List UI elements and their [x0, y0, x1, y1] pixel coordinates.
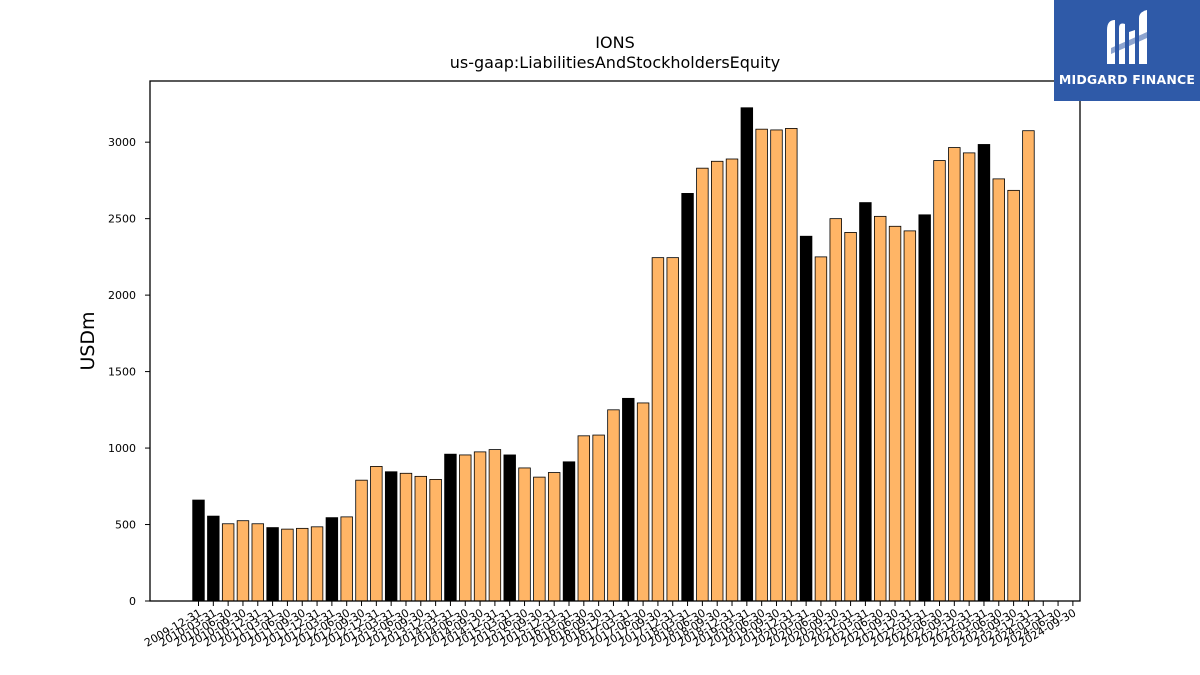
bar-2017-06-30 [636, 402, 650, 602]
bar-2019-09-30 [770, 129, 783, 602]
bar-2016-12-31 [607, 409, 620, 602]
bar-2014-09-30 [473, 451, 487, 602]
bar-2014-06-30 [459, 454, 472, 602]
plot-frame [149, 80, 1081, 602]
bar-2022-09-30 [948, 147, 961, 602]
bar-2017-03-31 [622, 397, 635, 602]
y-tick-label: 1500 [108, 366, 136, 379]
midgard-logo-icon [1107, 10, 1147, 64]
bar-2022-06-30 [933, 160, 946, 602]
bar-2021-12-31 [903, 230, 917, 602]
bar-2021-06-30 [874, 215, 887, 602]
bar-2014-03-31 [444, 453, 457, 602]
brand-logo: MIDGARD FINANCE [1054, 0, 1200, 101]
bar-2012-09-30 [355, 479, 368, 602]
bar-2017-09-30 [651, 257, 665, 602]
bar-2015-09-30 [533, 476, 546, 602]
bar-2012-03-31 [325, 517, 339, 602]
bar-2018-06-30 [696, 167, 709, 602]
brand-name: MIDGARD FINANCE [1058, 72, 1196, 87]
bar-2020-03-31 [799, 235, 813, 602]
bar-2022-12-31 [962, 152, 976, 602]
bar-2010-12-31 [251, 523, 264, 602]
bar-2012-12-31 [370, 466, 383, 602]
bar-2019-03-31 [740, 107, 754, 602]
bar-2013-12-31 [429, 479, 442, 602]
y-axis-label: USDm [77, 311, 99, 370]
bar-2010-06-30 [221, 523, 235, 602]
bar-2011-06-30 [281, 528, 294, 602]
bar-2013-06-30 [399, 472, 413, 602]
bar-2010-09-30 [236, 520, 250, 602]
y-tick-label: 500 [115, 519, 136, 532]
bar-2015-06-30 [518, 467, 531, 602]
bar-2012-06-30 [340, 516, 353, 602]
bar-2021-03-31 [859, 202, 872, 602]
y-tick-label: 1000 [108, 442, 136, 455]
bar-2023-06-30 [992, 178, 1005, 602]
y-tick-label: 3000 [108, 136, 136, 149]
bar-2016-06-30 [577, 435, 591, 602]
bar-2015-03-31 [503, 454, 516, 602]
bar-2019-06-30 [755, 128, 768, 602]
bar-2016-03-31 [562, 461, 576, 602]
y-tick-label: 0 [129, 595, 136, 608]
bar-2011-09-30 [296, 527, 309, 602]
bar-2016-09-30 [592, 434, 605, 602]
bar-2020-06-30 [814, 256, 828, 602]
bar-2018-03-31 [681, 193, 694, 602]
bar-2023-03-31 [977, 144, 991, 602]
bar-2015-12-31 [547, 472, 561, 602]
bar-2019-12-31 [785, 128, 798, 602]
y-tick-label: 2500 [108, 213, 136, 226]
bar-2023-12-31 [1022, 130, 1035, 602]
y-axis-ticks: 0 500 1000 1500 2000 2500 3000 [108, 136, 150, 608]
bar-2011-03-31 [266, 527, 279, 602]
bar-2013-09-30 [414, 475, 428, 602]
bar-2018-09-30 [711, 160, 724, 602]
bar-2009-12-31 [192, 499, 205, 602]
bar-2014-12-31 [488, 449, 502, 602]
bar-2018-12-31 [725, 158, 739, 602]
bar-2021-09-30 [888, 225, 902, 602]
y-tick-label: 2000 [108, 289, 136, 302]
x-axis-ticks: 2009-12-312010-03-312010-06-302010-09-30… [142, 601, 1078, 650]
bar-2020-09-30 [829, 218, 842, 602]
bar-2022-03-31 [918, 214, 931, 602]
bars-group [192, 107, 1035, 602]
bar-2013-03-31 [384, 471, 398, 602]
bar-2011-12-31 [310, 526, 324, 602]
chart-subtitle: us-gaap:LiabilitiesAndStockholdersEquity [450, 53, 781, 72]
chart-title: IONS [595, 33, 634, 52]
bar-2010-03-31 [207, 515, 220, 602]
bar-2020-12-31 [844, 232, 857, 602]
bar-2017-12-31 [666, 257, 679, 602]
bar-2023-09-30 [1007, 189, 1020, 602]
